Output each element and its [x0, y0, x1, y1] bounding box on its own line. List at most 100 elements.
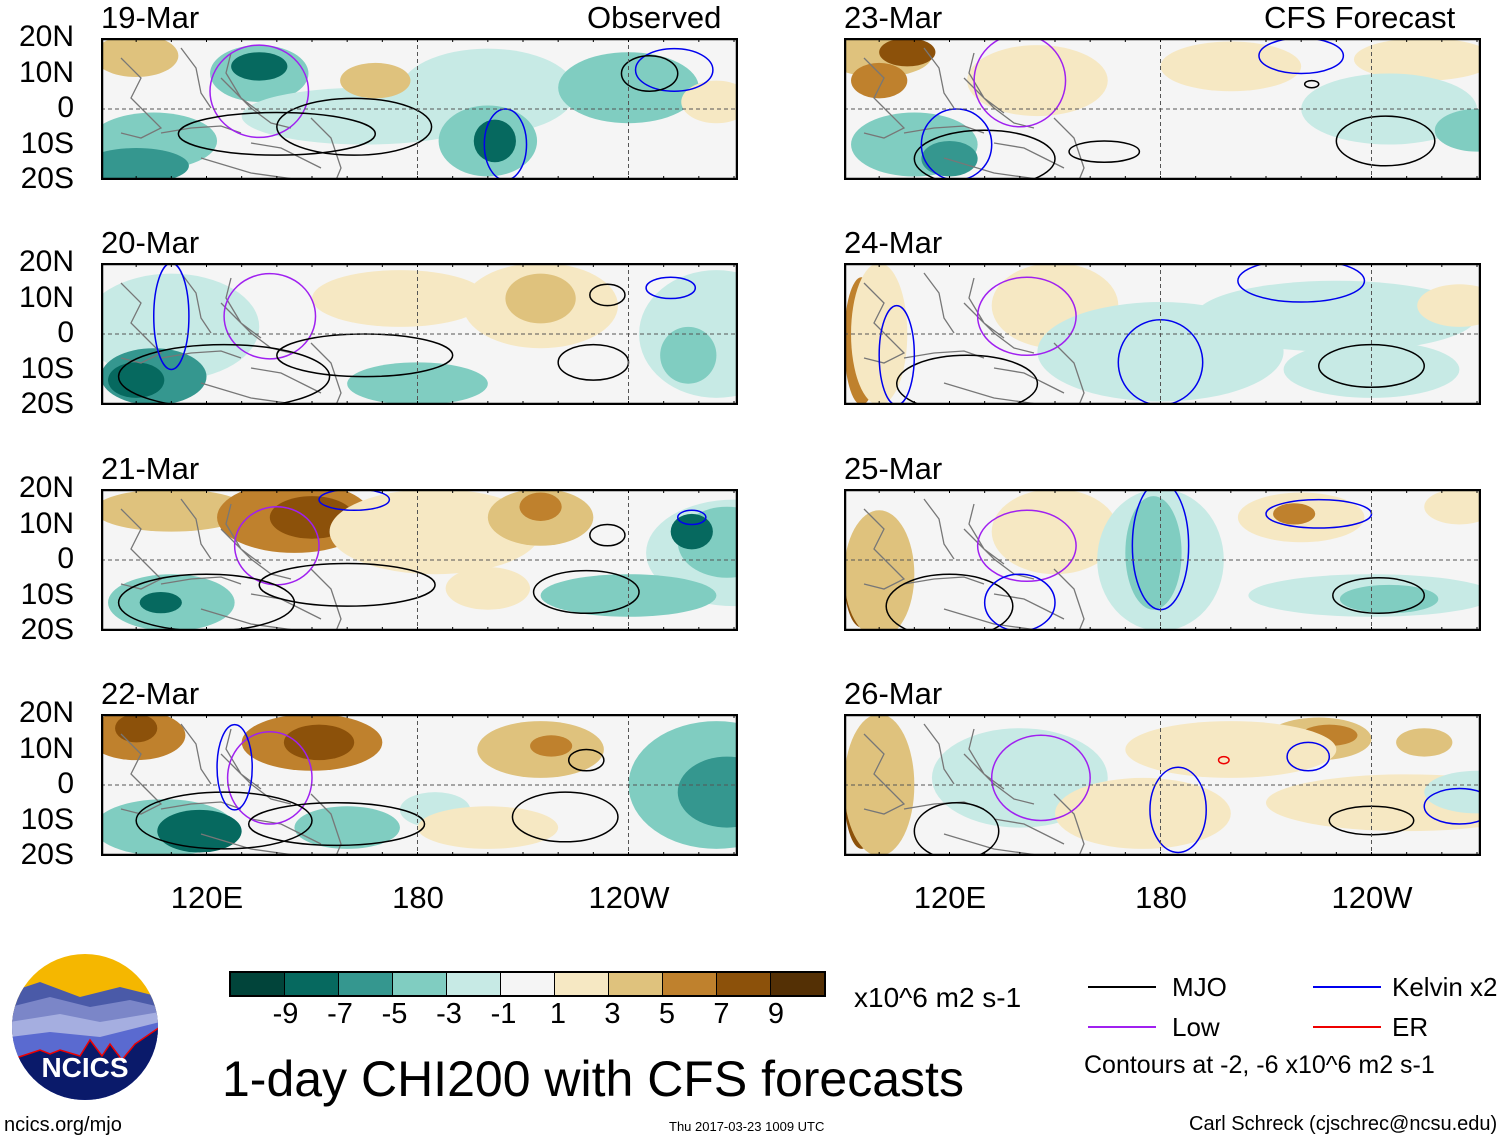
author-credit: Carl Schreck (cjschrec@ncsu.edu): [1189, 1113, 1498, 1135]
shaded-anomaly: [681, 80, 738, 124]
low-contour: [209, 44, 310, 139]
ncics-logo: NCICS: [10, 952, 160, 1102]
shaded-anomaly: [329, 489, 541, 575]
coastline: [863, 47, 1085, 180]
low-contour: [976, 509, 1077, 583]
mjo-contour: [276, 97, 433, 156]
panel-date: 22-Mar: [101, 676, 200, 711]
lat-label: 10S: [20, 126, 74, 160]
kelvin-contour: [318, 489, 391, 512]
lat-label: 20S: [20, 162, 74, 195]
mjo-contour: [913, 802, 1000, 856]
mjo-contour: [117, 343, 331, 405]
mjo-contour: [177, 111, 377, 156]
panel-frame: [844, 38, 1481, 180]
forecast-header: CFS Forecast: [1264, 0, 1456, 35]
lat-label: 20S: [20, 838, 74, 871]
colorbar-tick-label: 3: [604, 998, 621, 1030]
kelvin-contour: [1286, 741, 1331, 772]
shaded-anomaly: [417, 806, 559, 849]
colorbar-swatch: [663, 973, 717, 995]
shaded-anomaly: [312, 270, 488, 327]
colorbar-tick-label: -1: [490, 998, 517, 1030]
lon-label-120e-right: 120E: [913, 880, 987, 915]
colorbar-tick-label: -3: [436, 998, 462, 1030]
shaded-anomaly: [139, 591, 182, 614]
panel-frame: [844, 714, 1481, 856]
shaded-anomaly: [879, 38, 936, 67]
colorbar-tick-label: -5: [381, 998, 408, 1030]
er-contour: [1217, 755, 1230, 765]
panel-date: 24-Mar: [844, 225, 943, 260]
figure-title: 1-day CHI200 with CFS forecasts: [222, 1051, 964, 1107]
shaded-anomaly: [1396, 728, 1453, 757]
colorbar-swatch: [555, 973, 609, 995]
panel-frame: [101, 38, 738, 180]
shaded-anomaly: [283, 724, 355, 761]
mjo-contour: [885, 573, 1014, 631]
low-contour: [973, 38, 1067, 128]
shaded-anomaly: [340, 62, 411, 99]
kelvin-contour: [1149, 766, 1207, 854]
map-panel-observed: [101, 489, 738, 631]
shaded-anomaly: [445, 567, 531, 610]
low-contour: [976, 276, 1077, 357]
lat-label: 20S: [20, 613, 74, 646]
kelvin-contour: [216, 723, 253, 811]
kelvin-contour: [634, 47, 714, 92]
shaded-anomaly: [101, 489, 249, 532]
panel-date: 23-Mar: [844, 0, 943, 35]
shaded-anomaly: [101, 148, 189, 180]
legend-line-mjo: [1088, 986, 1156, 988]
lon-label-120w-right: 120W: [1331, 880, 1413, 915]
colorbar-swatch: [717, 973, 771, 995]
lat-label: 0: [57, 767, 74, 800]
lat-label: 10N: [18, 55, 74, 89]
mjo-contour: [135, 791, 313, 850]
lat-label: 20N: [18, 245, 74, 278]
kelvin-contour: [1423, 787, 1481, 825]
panel-frame: [101, 263, 738, 405]
shaded-anomaly: [1273, 503, 1316, 525]
coastline: [120, 498, 342, 631]
colorbar-tick-label: 1: [549, 998, 567, 1030]
panel-date: 25-Mar: [844, 451, 943, 486]
map-panel-observed: [101, 263, 738, 405]
shaded-anomaly: [231, 52, 288, 81]
lat-label: 10S: [20, 577, 74, 611]
observed-header: Observed: [587, 0, 722, 35]
lat-label: 0: [57, 91, 74, 124]
mjo-contour: [567, 748, 605, 772]
colorbar-tick-label: -7: [327, 998, 353, 1030]
kelvin-contour: [1237, 263, 1366, 303]
colorbar-units: x10^6 m2 s-1: [854, 982, 1022, 1013]
map-panel-observed: [101, 714, 738, 856]
shaded-anomaly: [505, 273, 576, 324]
mjo-contour: [589, 523, 626, 547]
mjo-contour: [589, 283, 626, 307]
shaded-anomaly: [101, 38, 179, 78]
shaded-anomaly: [1125, 496, 1182, 610]
colorbar-swatch: [447, 973, 501, 995]
shaded-anomaly: [1417, 284, 1481, 327]
shaded-anomaly: [241, 87, 488, 145]
mjo-contour: [258, 562, 436, 607]
site-link[interactable]: ncics.org/mjo: [4, 1114, 122, 1136]
shaded-anomaly: [844, 510, 915, 631]
mjo-contour: [1303, 79, 1320, 89]
lat-label: 10N: [18, 280, 74, 314]
shaded-anomaly: [1055, 777, 1231, 849]
mjo-contour: [1332, 577, 1425, 614]
shaded-anomaly: [115, 714, 158, 743]
panel-frame: [844, 489, 1481, 631]
colorbar-swatch: [231, 973, 285, 995]
panel-date: 26-Mar: [844, 676, 943, 711]
lat-label: 10S: [20, 802, 74, 836]
panel-frame: [101, 489, 738, 631]
low-contour: [226, 731, 313, 825]
lat-label: 20N: [18, 20, 74, 53]
panel-date: 21-Mar: [101, 451, 200, 486]
legend-line-er: [1313, 1026, 1381, 1028]
shaded-anomaly: [670, 513, 713, 550]
lat-label: 20N: [18, 696, 74, 729]
